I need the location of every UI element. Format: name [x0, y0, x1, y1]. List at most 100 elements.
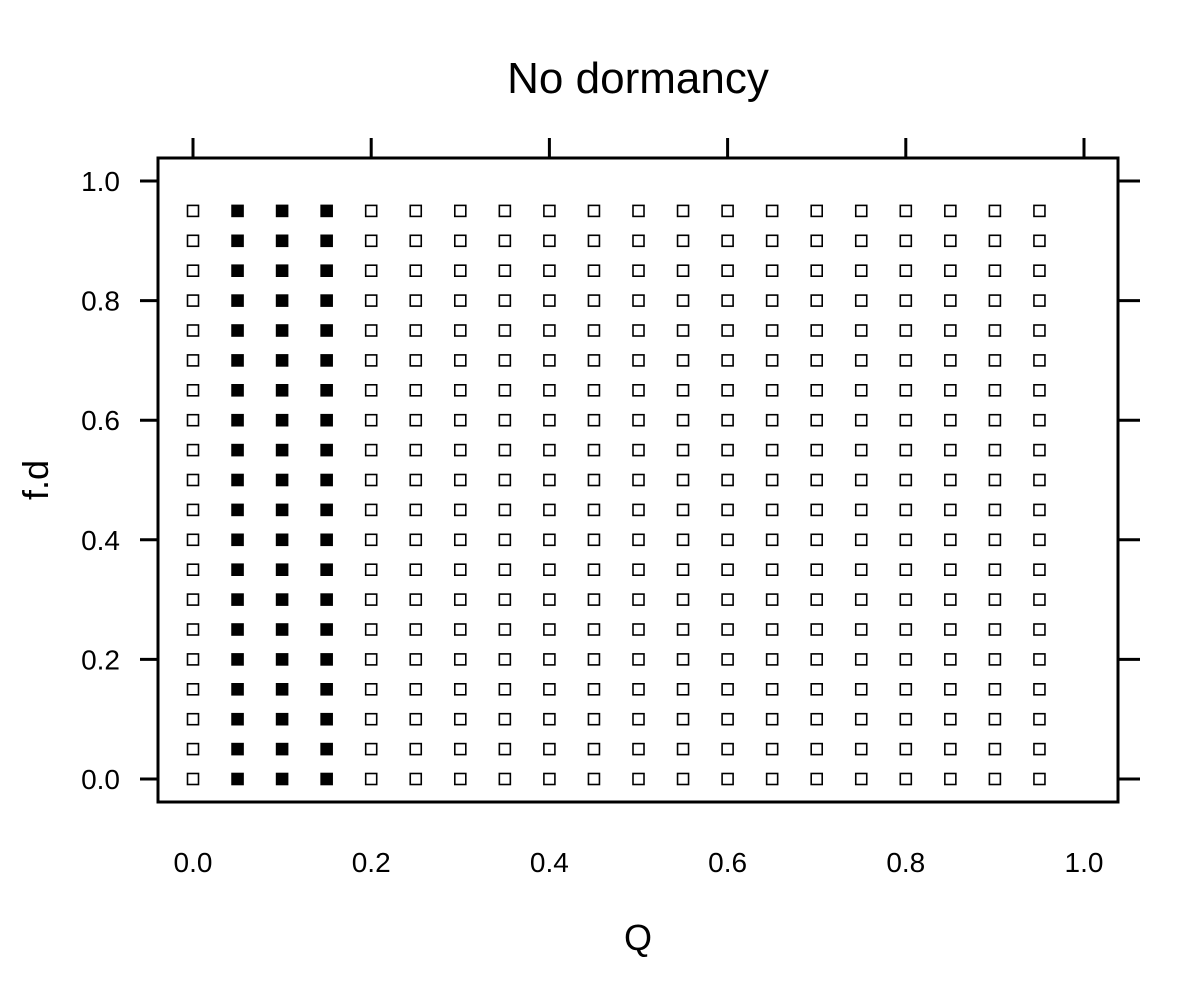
open-point [1033, 742, 1046, 756]
y-tick-label: 0.6 [81, 405, 120, 436]
plot-frame [156, 156, 1120, 804]
open-point [453, 682, 467, 696]
open-point [409, 623, 423, 636]
open-point [810, 324, 824, 337]
open-point [1033, 563, 1046, 577]
open-point [543, 712, 556, 726]
open-point [854, 354, 868, 367]
open-point [632, 443, 645, 457]
open-point [587, 772, 601, 786]
open-point [587, 264, 601, 278]
filled-point [320, 503, 333, 517]
open-point [632, 682, 645, 696]
open-point [810, 204, 824, 218]
open-point [721, 413, 734, 427]
open-point [543, 653, 556, 666]
open-point [587, 533, 601, 547]
open-point [676, 473, 690, 487]
open-point [765, 533, 779, 547]
open-point [453, 354, 467, 367]
open-point [676, 324, 690, 337]
open-point [364, 623, 378, 636]
open-point [721, 772, 734, 786]
open-point [988, 443, 1002, 457]
open-point [899, 653, 913, 666]
open-point [632, 593, 645, 606]
open-point [810, 623, 824, 636]
open-point [364, 653, 378, 666]
filled-point [275, 354, 289, 367]
filled-point [231, 234, 244, 248]
open-point [721, 563, 734, 577]
open-point [632, 742, 645, 756]
open-point [988, 772, 1002, 786]
open-point [364, 234, 378, 248]
open-point [587, 324, 601, 337]
open-point [765, 354, 779, 367]
filled-point [320, 294, 333, 307]
open-point [899, 324, 913, 337]
open-point [676, 413, 690, 427]
open-point [186, 264, 200, 278]
filled-point [231, 593, 244, 606]
open-point [765, 324, 779, 337]
filled-point [320, 742, 333, 756]
open-point [543, 473, 556, 487]
filled-point [231, 653, 244, 666]
open-point [498, 742, 512, 756]
open-point [944, 204, 957, 218]
open-point [409, 383, 423, 397]
open-point [632, 623, 645, 636]
open-point [676, 712, 690, 726]
open-point [498, 264, 512, 278]
open-point [409, 563, 423, 577]
open-point [854, 772, 868, 786]
open-point [409, 712, 423, 726]
open-point [632, 712, 645, 726]
open-point [409, 772, 423, 786]
open-point [676, 623, 690, 636]
open-point [944, 354, 957, 367]
open-point [453, 234, 467, 248]
open-point [587, 294, 601, 307]
open-point [988, 533, 1002, 547]
open-point [899, 443, 913, 457]
open-point [498, 623, 512, 636]
open-point [676, 563, 690, 577]
open-point [186, 772, 200, 786]
open-point [186, 653, 200, 666]
data-points [186, 204, 1046, 786]
open-point [854, 533, 868, 547]
open-point [721, 623, 734, 636]
filled-point [231, 563, 244, 577]
open-point [810, 234, 824, 248]
open-point [498, 503, 512, 517]
open-point [186, 354, 200, 367]
open-point [765, 294, 779, 307]
open-point [409, 294, 423, 307]
filled-point [320, 383, 333, 397]
open-point [364, 443, 378, 457]
filled-point [275, 563, 289, 577]
filled-point [320, 264, 333, 278]
open-point [676, 354, 690, 367]
open-point [765, 712, 779, 726]
open-point [810, 473, 824, 487]
open-point [944, 234, 957, 248]
open-point [587, 354, 601, 367]
filled-point [275, 204, 289, 218]
open-point [543, 593, 556, 606]
open-point [543, 264, 556, 278]
open-point [409, 234, 423, 248]
open-point [721, 443, 734, 457]
open-point [543, 294, 556, 307]
open-point [721, 324, 734, 337]
filled-point [275, 653, 289, 666]
y-tick-label: 0.0 [81, 764, 120, 795]
open-point [899, 593, 913, 606]
y-axis-label: f.d [15, 460, 56, 500]
open-point [409, 264, 423, 278]
open-point [899, 234, 913, 248]
open-point [632, 563, 645, 577]
